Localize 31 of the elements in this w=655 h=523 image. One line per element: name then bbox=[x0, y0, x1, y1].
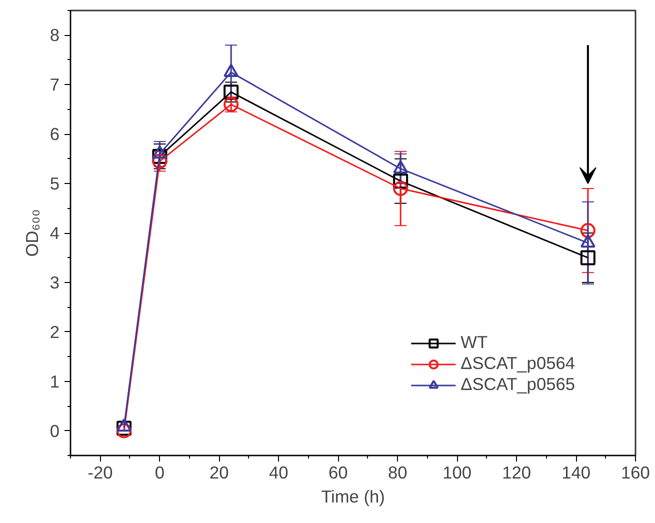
point bbox=[152, 154, 168, 169]
y-tick-label: 7 bbox=[50, 74, 60, 95]
y-axis-title: OD₆₀₀ bbox=[22, 209, 42, 257]
x-tick-label: 100 bbox=[442, 462, 472, 482]
point bbox=[152, 148, 168, 164]
x-tick-label: 140 bbox=[562, 462, 590, 482]
y-tick-label: 5 bbox=[50, 174, 60, 194]
point bbox=[224, 84, 239, 100]
y-tick-label: 4 bbox=[50, 223, 60, 243]
y-tick-label: 0 bbox=[50, 420, 60, 441]
y-tick-label: 2 bbox=[50, 322, 60, 342]
y-tick-label: 8 bbox=[50, 25, 60, 46]
point bbox=[580, 250, 596, 266]
x-tick-label: 20 bbox=[210, 462, 229, 482]
x-tick-label: 0 bbox=[154, 462, 165, 482]
x-tick-label: 40 bbox=[269, 462, 288, 482]
x-tick-label: 60 bbox=[328, 462, 348, 482]
x-axis-title: Time (h) bbox=[321, 486, 385, 506]
x-tick-label: -20 bbox=[88, 462, 113, 482]
legend-label: ΔSCAT_p0565 bbox=[460, 374, 575, 395]
legend-label: WT bbox=[460, 332, 488, 353]
x-tick-label: 80 bbox=[388, 462, 408, 482]
y-tick-label: 6 bbox=[50, 124, 60, 144]
x-tick-label: 120 bbox=[502, 462, 532, 482]
point bbox=[393, 174, 408, 189]
x-tick-label: 160 bbox=[621, 462, 650, 482]
y-tick-label: 1 bbox=[50, 371, 60, 392]
legend-label: ΔSCAT_p0564 bbox=[460, 353, 575, 374]
point bbox=[393, 181, 408, 196]
point bbox=[580, 223, 596, 238]
y-tick-label: 3 bbox=[50, 272, 60, 292]
